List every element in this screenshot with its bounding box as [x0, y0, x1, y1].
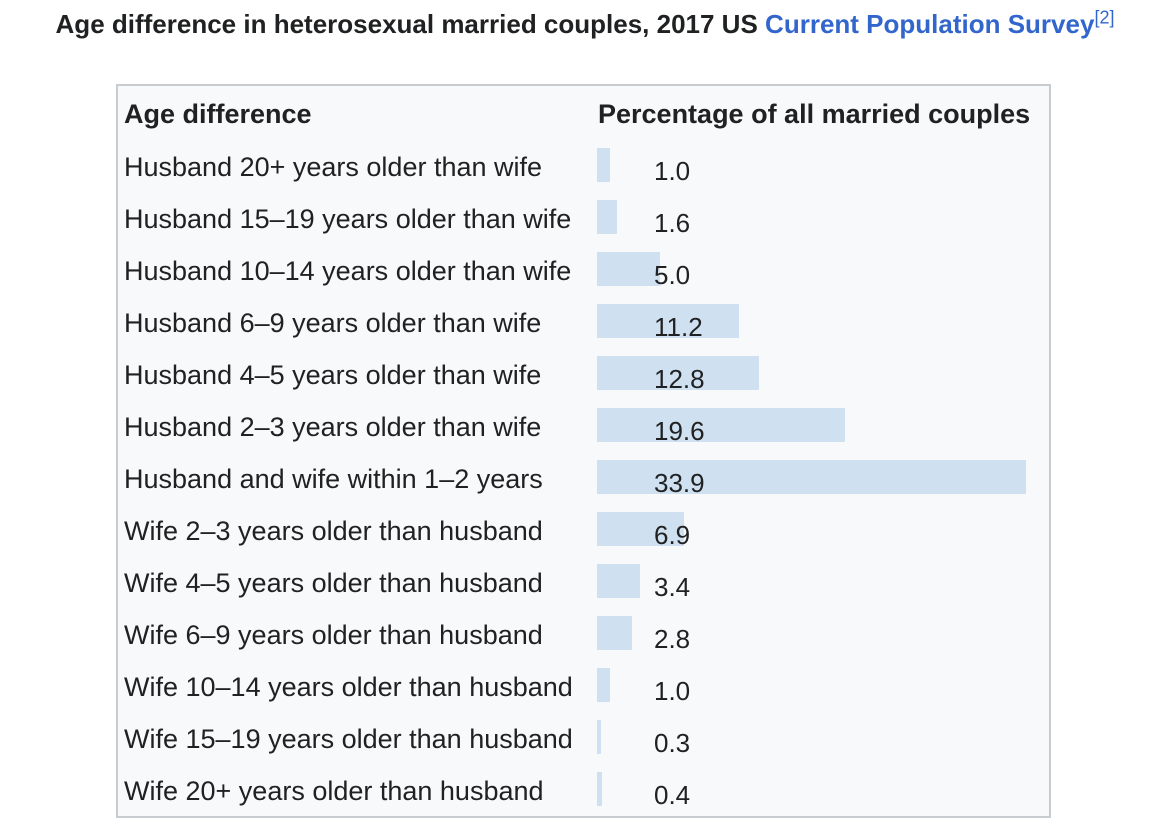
bar-value-label: 2.8: [654, 624, 691, 654]
percentage-header: Percentage of all married couples: [598, 99, 1031, 129]
row-label: Husband and wife within 1–2 years: [124, 464, 543, 494]
data-table: [116, 84, 1051, 818]
row-label: Wife 15–19 years older than husband: [124, 724, 573, 754]
bar-value-label: 6.9: [654, 520, 691, 550]
bar: [597, 720, 601, 754]
row-label: Wife 20+ years older than husband: [124, 776, 544, 806]
row-label: Husband 10–14 years older than wife: [124, 256, 572, 286]
bar-value-label: 11.2: [654, 312, 703, 342]
bar: [597, 772, 602, 806]
row-label: Husband 2–3 years older than wife: [124, 412, 542, 442]
row-label: Husband 4–5 years older than wife: [124, 360, 542, 390]
row-label: Wife 10–14 years older than husband: [124, 672, 573, 702]
bar: [597, 616, 632, 650]
bar: [597, 668, 610, 702]
row-label: Wife 6–9 years older than husband: [124, 620, 543, 650]
bar-value-label: 1.0: [654, 676, 691, 706]
bar-value-label: 19.6: [654, 416, 705, 446]
bar: [597, 356, 759, 390]
bar-value-label: 33.9: [654, 468, 705, 498]
bar-value-label: 5.0: [654, 260, 691, 290]
row-label: Wife 4–5 years older than husband: [124, 568, 543, 598]
bar-value-label: 0.3: [654, 728, 691, 758]
footnote-link[interactable]: [2]: [1094, 7, 1115, 28]
table-caption: Age difference in heterosexual married c…: [0, 2, 1158, 46]
bar: [597, 252, 660, 286]
bar-value-label: 1.0: [654, 156, 691, 186]
current-population-survey-link[interactable]: Current Population Survey: [765, 9, 1095, 39]
bar: [597, 148, 610, 182]
caption-text: Age difference in heterosexual married c…: [55, 9, 758, 39]
bar-value-label: 1.6: [654, 208, 691, 238]
bar-value-label: 3.4: [654, 572, 691, 602]
bar: [597, 200, 617, 234]
bar-value-label: 0.4: [654, 780, 691, 810]
bar: [597, 304, 739, 338]
row-label: Husband 6–9 years older than wife: [124, 308, 542, 338]
row-label: Husband 20+ years older than wife: [124, 152, 543, 182]
age-difference-header: Age difference: [124, 99, 312, 129]
row-label: Husband 15–19 years older than wife: [124, 204, 572, 234]
row-label: Wife 2–3 years older than husband: [124, 516, 543, 546]
bar: [597, 564, 640, 598]
bar-value-label: 12.8: [654, 364, 705, 394]
bar: [597, 408, 845, 442]
bar: [597, 512, 684, 546]
bar: [597, 460, 1026, 494]
